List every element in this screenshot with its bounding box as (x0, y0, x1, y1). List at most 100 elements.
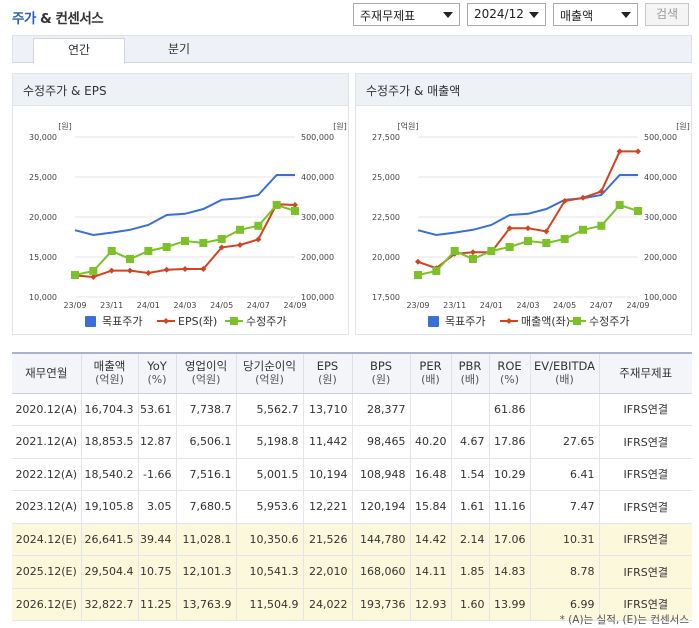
table-cell: 14.42 (409, 523, 451, 556)
table-cell: 5,562.7 (235, 393, 303, 426)
table-cell: 24,022 (302, 588, 352, 621)
table-cell: 53.61 (137, 393, 176, 426)
column-header-label: 매출액 (93, 359, 126, 374)
table-cell: 2021.12(A) (12, 425, 81, 459)
x-tick-label: 24/09 (626, 301, 649, 310)
left-tick-label: 22,500 (372, 213, 400, 222)
table-cell: 12,221 (302, 490, 352, 524)
table-cell: 11,442 (302, 425, 352, 459)
table-cell: 19,105.8 (80, 490, 138, 524)
table-cell: 27.65 (529, 425, 599, 459)
table-cell: 10.29 (488, 458, 530, 491)
right-axis-unit: [원] (333, 122, 347, 131)
data-point-marker (450, 247, 459, 255)
column-header-unit: (%) (499, 373, 520, 387)
table-cell: IFRS연결 (598, 490, 692, 524)
table-cell: 1.60 (450, 588, 489, 621)
x-tick-label: 24/05 (553, 301, 576, 310)
data-point-marker (126, 255, 134, 263)
x-tick-label: 23/11 (443, 301, 466, 310)
x-tick-label: 24/07 (247, 301, 270, 310)
chevron-down-icon (529, 12, 539, 18)
legend-adjusted-price: 수정주가 (225, 315, 286, 328)
right-tick-label: 200,000 (644, 253, 677, 262)
table-cell: 5,953.6 (235, 490, 303, 524)
table-cell: 5,198.8 (235, 425, 303, 459)
column-header-unit: (억원) (95, 373, 124, 387)
period-select[interactable]: 2024/12 (467, 3, 546, 26)
left-tick-label: 25,000 (29, 173, 57, 182)
table-row: 2021.12(A) 18,853.5 12.87 6,506.1 5,198.8 11,… (12, 425, 692, 459)
data-point-marker (542, 239, 551, 247)
column-header-label: 재무연월 (25, 366, 68, 381)
right-tick-label: 300,000 (644, 213, 677, 222)
table-cell: 2023.12(A) (12, 490, 81, 524)
table-cell: 7,680.5 (175, 490, 236, 524)
data-point-marker (543, 228, 550, 235)
metric-select[interactable]: 매출액 (553, 3, 638, 26)
column-header-unit: (배) (555, 373, 574, 387)
table-cell: 39.44 (137, 523, 176, 556)
right-tick-label: 300,000 (301, 213, 334, 222)
table-cell: IFRS연결 (598, 555, 692, 589)
chevron-down-icon (621, 12, 631, 18)
chart-panel-price-sales: 수정주가 & 매출액 [억원] [원] 27,500 25,000 22,500 20,0… (355, 73, 692, 335)
data-point-marker (560, 235, 569, 243)
footnote: * (A)는 실적, (E)는 컨센서스 (559, 614, 689, 626)
column-header-unit: (억원) (191, 373, 221, 387)
x-tick-label: 23/11 (100, 301, 123, 310)
data-point-marker (616, 148, 623, 155)
right-tick-label: 100,000 (644, 293, 677, 302)
table-header-row: 재무연월 매출액 (억원) YoY (%) 영업이익 (억원) 당기순이익 (억원) EPS (원)… (12, 352, 692, 394)
table-cell: 6.99 (529, 588, 599, 621)
table-cell (529, 393, 599, 426)
column-header-unit: (배) (421, 373, 440, 387)
tab-quarterly[interactable]: 분기 (167, 42, 191, 56)
table-cell: 168,060 (351, 555, 410, 589)
tab-annual[interactable]: 연간 (33, 38, 125, 64)
table-cell: 6.41 (529, 458, 599, 491)
table-cell: 17.06 (488, 523, 530, 556)
table-body: 2020.12(A) 16,704.3 53.61 7,738.7 5,562.7 13,… (12, 393, 692, 621)
column-header-label: 영업이익 (184, 359, 228, 374)
series-line (417, 174, 638, 237)
table-cell: 2022.12(A) (12, 458, 81, 491)
right-tick-label: 400,000 (301, 173, 334, 182)
column-header-label: 주재무제표 (619, 366, 673, 381)
table-cell: 1.54 (450, 458, 489, 491)
column-header: PBR (배) (450, 352, 489, 394)
x-tick-label: 24/05 (210, 301, 233, 310)
column-header: PER (배) (409, 352, 451, 394)
table-cell: 16,704.3 (80, 393, 138, 426)
data-point-marker (506, 225, 513, 232)
table-cell: 28,377 (351, 393, 410, 426)
legend-label: 목표주가 (102, 315, 142, 328)
table-cell: 26,641.5 (80, 523, 138, 556)
data-point-marker (432, 267, 441, 275)
table-cell: 2.14 (450, 523, 489, 556)
table-cell: 1.85 (450, 555, 489, 589)
data-point-marker (525, 225, 531, 232)
left-tick-label: 20,000 (372, 253, 400, 262)
basis-select[interactable]: 주재무제표 (353, 3, 460, 26)
legend-target-price: 목표주가 (428, 315, 485, 328)
table-cell: 14.83 (488, 555, 530, 589)
table-cell: 108,948 (351, 458, 410, 491)
table-cell: 29,504.4 (80, 555, 138, 589)
data-point-marker (145, 270, 152, 276)
left-tick-label: 20,000 (29, 213, 57, 222)
table-cell: 144,780 (351, 523, 410, 556)
data-point-marker (254, 221, 263, 230)
table-cell: 12.87 (137, 425, 176, 459)
period-tabs: 연간 분기 (12, 35, 692, 64)
table-cell: 10,350.6 (235, 523, 303, 556)
table-cell: 18,540.2 (80, 458, 138, 491)
column-header-unit: (배) (460, 373, 480, 387)
left-tick-label: 27,500 (372, 133, 400, 142)
left-tick-label: 25,000 (372, 173, 400, 182)
search-button[interactable]: 검색 (645, 3, 689, 26)
right-tick-label: 400,000 (644, 173, 677, 182)
table-cell: IFRS연결 (598, 393, 692, 426)
table-cell: 10,541.3 (235, 555, 303, 589)
data-point-marker (108, 267, 115, 274)
